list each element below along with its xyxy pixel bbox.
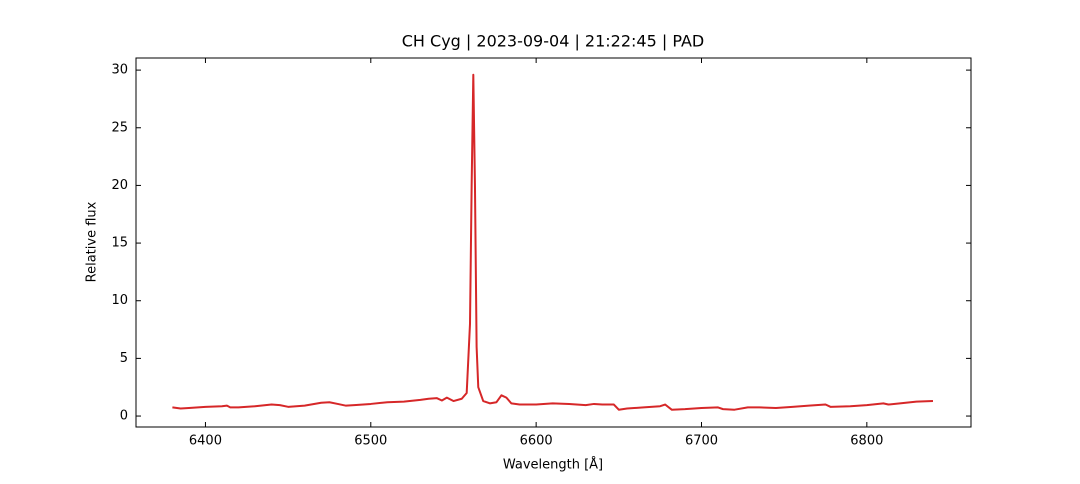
y-tick-label: 20: [111, 178, 128, 193]
data-line: [172, 73, 934, 411]
y-tick-label: 5: [120, 351, 128, 366]
y-tick-label: 15: [111, 236, 128, 251]
x-axis-label: Wavelength [Å]: [503, 457, 603, 473]
x-tick-label: 6500: [354, 434, 387, 449]
y-tick-label: 10: [111, 293, 128, 308]
x-tick-label: 6800: [850, 434, 883, 449]
x-tick-label: 6700: [685, 434, 718, 449]
y-axis-label: Relative flux: [85, 201, 100, 282]
y-tick-label: 30: [111, 63, 128, 78]
x-tick-label: 6400: [189, 434, 222, 449]
x-tick-label: 6600: [520, 434, 553, 449]
chart-title: CH Cyg | 2023-09-04 | 21:22:45 | PAD: [402, 32, 705, 51]
y-tick-label: 0: [120, 409, 128, 424]
y-tick-label: 25: [111, 120, 128, 135]
plot-frame: [135, 57, 972, 428]
